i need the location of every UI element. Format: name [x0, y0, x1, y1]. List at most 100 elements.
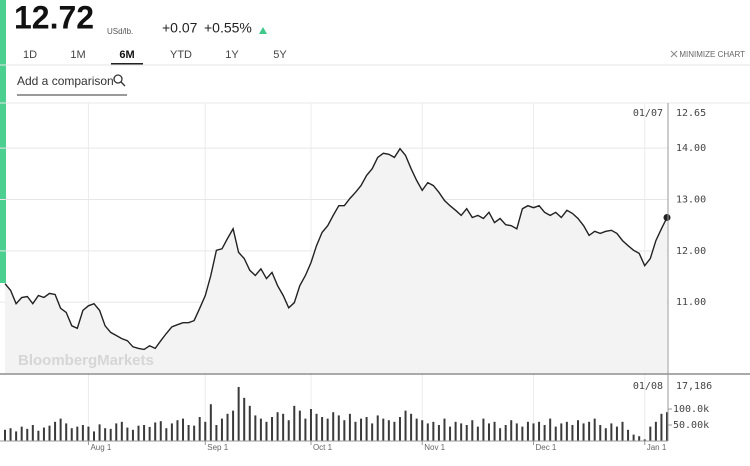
volume-bar: [98, 424, 101, 441]
volume-bar: [120, 421, 123, 441]
volume-bar: [81, 425, 84, 441]
volume-bar: [538, 421, 541, 441]
volume-bar: [170, 423, 173, 441]
volume-bar: [193, 425, 196, 441]
volume-bar: [332, 412, 335, 441]
accent-bar: [0, 0, 6, 283]
volume-bar: [627, 429, 630, 441]
volume-bar: [309, 409, 312, 441]
volume-bar: [654, 421, 657, 441]
volume-bar: [109, 428, 112, 441]
volume-bar: [70, 428, 73, 441]
volume-bar: [382, 418, 385, 441]
x-tick-label: Jan 1: [647, 443, 667, 452]
volume-bar: [48, 425, 51, 441]
volume-bar: [282, 413, 285, 441]
volume-bar: [460, 423, 463, 441]
volume-bar: [271, 417, 274, 441]
volume-bar: [265, 421, 268, 441]
volume-bar: [131, 429, 134, 441]
volume-bar: [4, 429, 6, 441]
volume-bar: [649, 426, 652, 441]
x-tick-label: Dec 1: [535, 443, 556, 452]
volume-bar: [243, 397, 246, 441]
volume-bar: [526, 421, 529, 441]
volume-bar: [610, 423, 613, 441]
volume-bar: [510, 420, 513, 441]
y-tick-label: 11.00: [676, 297, 706, 308]
volume-bar: [643, 439, 646, 441]
volume-bar: [521, 426, 524, 441]
volume-bar: [348, 413, 351, 441]
volume-bar: [393, 421, 396, 441]
volume-bar: [504, 425, 507, 441]
volume-bar: [154, 422, 157, 441]
comparison-input[interactable]: Add a comparison: [17, 74, 114, 88]
volume-bar: [638, 436, 641, 441]
y-tick-label: 13.00: [676, 195, 706, 206]
volume-bar: [660, 413, 663, 441]
volume-bar: [15, 431, 18, 441]
volume-bar: [426, 423, 429, 441]
tab[interactable]: 6M: [119, 49, 134, 61]
volume-bar: [165, 428, 168, 441]
volume-bar: [432, 421, 435, 441]
volume-bar: [76, 426, 79, 441]
tab[interactable]: 1D: [23, 49, 37, 61]
y-tick-label: 100.0k: [673, 404, 709, 415]
volume-bar: [471, 420, 474, 441]
volume-bar: [588, 421, 591, 441]
volume-bar: [476, 426, 479, 441]
x-tick-label: Oct 1: [313, 443, 333, 452]
tab[interactable]: 5Y: [273, 49, 287, 61]
volume-bar: [449, 426, 452, 441]
volume-bar: [499, 428, 502, 441]
tab[interactable]: YTD: [170, 49, 192, 61]
volume-bar: [465, 425, 468, 441]
volume-bar: [65, 423, 68, 441]
tabs: 1D 1M 6M YTD 1Y 5Y: [23, 49, 287, 65]
volume-bar: [276, 412, 279, 441]
volume-bar: [326, 418, 329, 441]
price: 12.72: [14, 0, 94, 35]
minimize-icon: [670, 50, 678, 58]
y-tick-label: 50.00k: [673, 420, 709, 431]
volume-bar: [198, 417, 201, 441]
volume-bar: [593, 418, 596, 441]
volume-bar: [343, 420, 346, 441]
volume-bar: [42, 427, 45, 441]
volume-bar: [621, 421, 624, 441]
minimize-chart[interactable]: MINIMIZE CHART: [679, 50, 745, 59]
up-arrow: [259, 27, 267, 34]
volume-bar: [554, 426, 557, 441]
volume-bar: [215, 425, 218, 441]
crosshair-date: 01/08: [633, 381, 663, 392]
volume-bar: [443, 418, 446, 441]
volume-bar: [237, 386, 240, 441]
volume-bar: [421, 420, 424, 441]
volume-bar: [532, 423, 535, 441]
x-tick-label: Sep 1: [207, 443, 228, 452]
plot: Aug 1 Sep 1 Oct 1 Nov 1 Dec 1 Jan 1 11.00 12.00…: [0, 103, 750, 452]
tab[interactable]: 1Y: [225, 49, 239, 61]
volume-bar: [54, 421, 57, 441]
volume-bar: [148, 426, 151, 441]
volume-bar: [176, 420, 179, 441]
search-icon[interactable]: [113, 74, 126, 87]
volume-bar: [298, 410, 301, 441]
volume-bar: [220, 418, 223, 441]
volume-bar: [604, 428, 607, 441]
volume-bar: [360, 418, 363, 441]
y-tick-label: 12.00: [676, 246, 706, 257]
volume-bar: [204, 421, 207, 441]
volume-bar: [31, 425, 34, 441]
crosshair-value: 17,186: [676, 381, 712, 392]
volume-bar: [398, 417, 401, 441]
volume-bar: [543, 425, 546, 441]
volume-bar: [93, 431, 96, 441]
volume-bar: [37, 430, 40, 441]
tab[interactable]: 1M: [70, 49, 85, 61]
volume-bar: [226, 413, 229, 441]
volume-bar: [126, 427, 129, 441]
change: +0.07: [162, 20, 198, 36]
